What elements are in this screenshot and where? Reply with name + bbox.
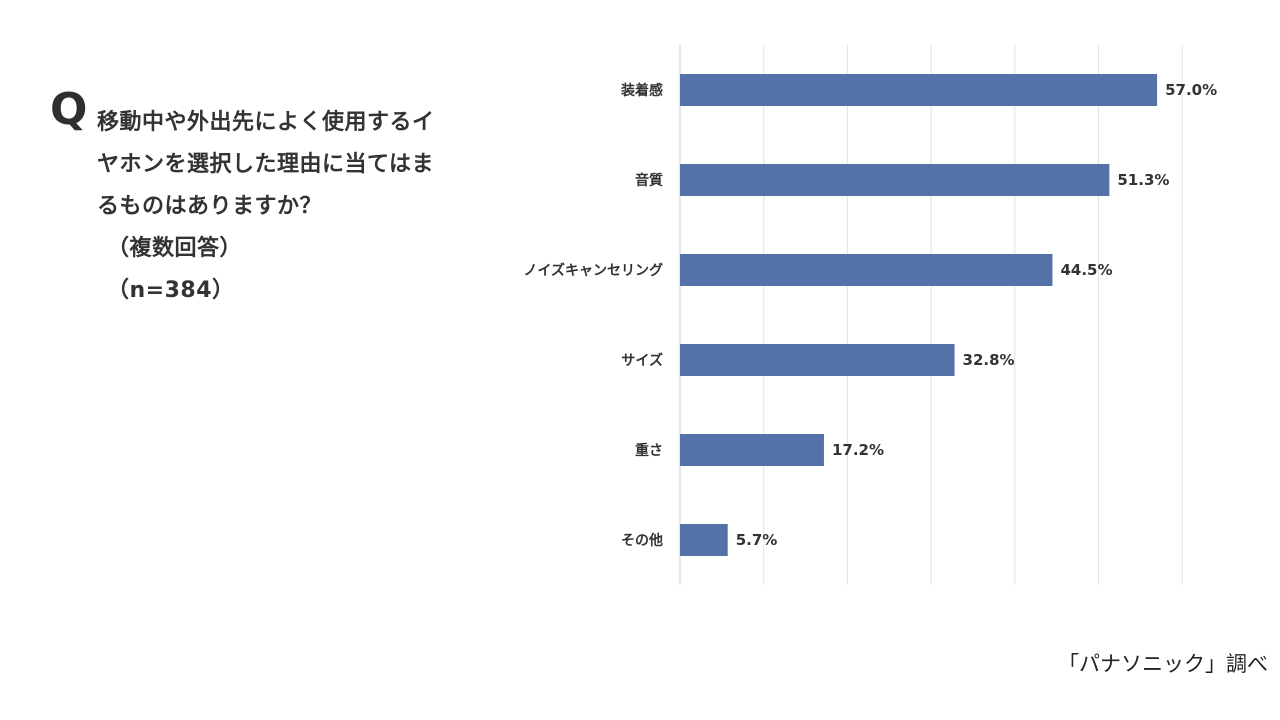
category-label: 音質 xyxy=(635,172,663,189)
data-label: 5.7% xyxy=(736,531,778,549)
category-label: その他 xyxy=(621,532,663,549)
data-label: 57.0% xyxy=(1165,81,1217,99)
category-label: 装着感 xyxy=(620,82,663,99)
bar xyxy=(680,74,1158,106)
data-label: 51.3% xyxy=(1117,171,1169,189)
category-label: サイズ xyxy=(621,352,663,369)
bars xyxy=(680,74,1158,556)
question-note: （複数回答） xyxy=(107,236,243,261)
question-line-3: るものはありますか？ xyxy=(97,194,323,219)
category-label: ノイズキャンセリング xyxy=(523,262,663,279)
bar xyxy=(680,434,824,466)
question-line-2: ヤホンを選択した理由に当てはま xyxy=(97,152,435,177)
labels: 装着感 57.0% 音質 51.3% ノイズキャンセリング 44.5% サイズ 32.8% 重さ… xyxy=(523,81,1217,549)
bar xyxy=(680,254,1053,286)
question-sample-size: （n=384） xyxy=(107,278,235,303)
data-label: 44.5% xyxy=(1060,261,1112,279)
source-credit: 「パナソニック」調べ xyxy=(1058,652,1268,676)
category-label: 重さ xyxy=(635,442,663,459)
bar xyxy=(680,344,955,376)
question-mark: Q xyxy=(50,84,88,135)
question-text: 移動中や外出先によく使用するイ ヤホンを選択した理由に当てはま るものはあります… xyxy=(97,102,467,312)
data-label: 17.2% xyxy=(832,441,884,459)
bar xyxy=(680,164,1110,196)
data-label: 32.8% xyxy=(963,351,1015,369)
gridlines xyxy=(679,45,1183,585)
question-line-1: 移動中や外出先によく使用するイ xyxy=(97,110,435,135)
bar xyxy=(680,524,728,556)
